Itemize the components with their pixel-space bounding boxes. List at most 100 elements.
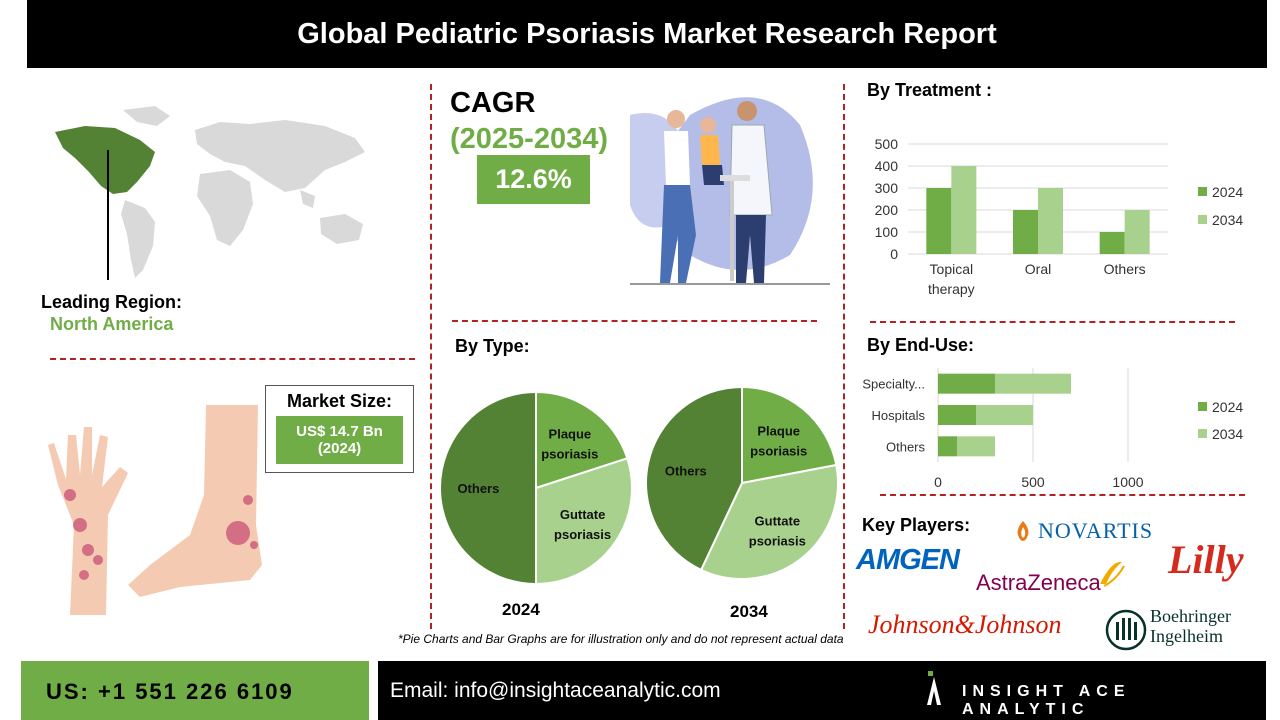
treatment-y-tick: 100 xyxy=(875,224,899,240)
market-size-value: US$ 14.7 Bn (2024) xyxy=(276,416,403,464)
lilly-logo: Lilly xyxy=(1168,537,1244,582)
treatment-x-tick: Others xyxy=(1104,261,1146,277)
cagr-value: 12.6% xyxy=(477,155,590,204)
market-size-year: (2024) xyxy=(317,440,362,457)
insight-ace-logo-icon xyxy=(927,671,941,705)
astrazeneca-logo: AstraZeneca xyxy=(976,570,1101,595)
treatment-bar xyxy=(1038,188,1063,254)
pie-label: psoriasis xyxy=(749,534,806,549)
market-size-card: Market Size: US$ 14.7 Bn (2024) xyxy=(265,385,414,473)
boehringer-logo: Boehringer Ingelheim xyxy=(1150,606,1231,646)
treatment-bar xyxy=(1124,210,1150,254)
divider-region xyxy=(50,358,415,360)
treatment-bar xyxy=(1099,232,1125,254)
pie-slice xyxy=(699,463,839,580)
novartis-logo: NOVARTIS xyxy=(1012,518,1153,544)
market-size-amount: US$ 14.7 Bn xyxy=(296,423,383,440)
region-pointer xyxy=(107,150,109,280)
footnote: *Pie Charts and Bar Graphs are for illus… xyxy=(398,632,844,646)
doctor-patient-icon xyxy=(630,97,830,285)
enduse-bar xyxy=(957,436,995,457)
boehringer-emblem-icon xyxy=(1105,609,1147,651)
pie-2024-label: 2024 xyxy=(502,600,540,619)
enduse-bar xyxy=(938,436,957,457)
pie-slice xyxy=(645,385,743,572)
treatment-y-tick: 200 xyxy=(875,202,899,218)
treatment-legend-swatch xyxy=(1198,215,1207,224)
divider-right xyxy=(843,84,845,629)
enduse-legend-swatch xyxy=(1198,429,1207,438)
enduse-bar xyxy=(938,373,995,394)
treatment-legend-label: 2024 xyxy=(1212,184,1243,200)
pie-label: psoriasis xyxy=(750,444,807,459)
footer-phone-panel: US: +1 551 226 6109 xyxy=(21,661,369,720)
pie-label: Plaque xyxy=(757,424,800,439)
astrazeneca-symbol-icon xyxy=(1100,561,1125,587)
leading-region-label: Leading Region: xyxy=(41,292,182,312)
enduse-title: By End-Use: xyxy=(867,335,975,355)
treatment-bar xyxy=(1013,210,1038,254)
enduse-x-tick: 0 xyxy=(934,474,942,490)
pie-label: Others xyxy=(665,463,707,478)
treatment-title: By Treatment : xyxy=(867,80,993,100)
footer-contact-panel: Email: info@insightaceanalytic.com INSIG… xyxy=(378,661,1266,720)
enduse-y-tick: Hospitals xyxy=(872,408,926,423)
treatment-y-tick: 0 xyxy=(890,246,898,262)
cagr-label: CAGR xyxy=(450,87,536,119)
treatment-bar xyxy=(926,188,952,254)
footer-brand: INSIGHT ACE ANALYTIC xyxy=(962,683,1131,718)
pie-label: Guttate xyxy=(560,507,606,522)
page-title: Global Pediatric Psoriasis Market Resear… xyxy=(27,0,1267,68)
world-map-icon xyxy=(55,106,365,278)
enduse-legend-label: 2034 xyxy=(1212,426,1243,442)
footer-phone: US: +1 551 226 6109 xyxy=(46,679,294,704)
treatment-x-tick: therapy xyxy=(928,281,975,297)
treatment-x-tick: Oral xyxy=(1025,261,1051,277)
enduse-bar-chart: 0 500 1000 Specialty... Hospitals Others 2024 2… xyxy=(862,368,1243,490)
divider-treatment xyxy=(870,321,1235,323)
divider-cagr xyxy=(452,320,817,322)
treatment-bar-chart: 0 100 200 300 400 500 Topical therapy Oral Others… xyxy=(875,136,1244,297)
psoriasis-skin-icon xyxy=(48,405,262,615)
amgen-logo: AMGEN xyxy=(856,544,960,576)
pie-label: Plaque xyxy=(549,426,592,441)
pie-slice xyxy=(439,390,537,586)
cagr-period: (2025-2034) xyxy=(450,123,608,155)
treatment-y-tick: 500 xyxy=(875,136,899,152)
enduse-x-tick: 500 xyxy=(1021,474,1045,490)
treatment-legend-label: 2034 xyxy=(1212,212,1243,228)
pie-slice xyxy=(535,390,629,490)
pie-label: psoriasis xyxy=(541,446,598,461)
treatment-bar xyxy=(951,166,977,254)
key-players-title: Key Players: xyxy=(862,515,971,535)
pie-label: Others xyxy=(457,481,499,496)
footer-email[interactable]: Email: info@insightaceanalytic.com xyxy=(390,679,721,702)
treatment-x-tick: Topical xyxy=(930,261,974,277)
enduse-bar xyxy=(976,405,1033,425)
pie-label: psoriasis xyxy=(554,527,611,542)
enduse-y-tick: Others xyxy=(886,439,926,454)
treatment-y-tick: 300 xyxy=(875,180,899,196)
type-pie-2034: Plaque psoriasis Guttate psoriasis Others xyxy=(645,385,839,580)
pie-slice xyxy=(741,385,838,485)
divider-left xyxy=(430,84,432,629)
enduse-legend-swatch xyxy=(1198,402,1207,411)
novartis-flame-icon xyxy=(1017,521,1029,541)
enduse-legend-label: 2024 xyxy=(1212,399,1243,415)
pie-slice xyxy=(535,457,633,586)
enduse-bar xyxy=(938,405,976,425)
treatment-y-tick: 400 xyxy=(875,158,899,174)
jnj-logo: Johnson&Johnson xyxy=(868,610,1062,639)
leading-region-value: North America xyxy=(50,314,174,334)
enduse-x-tick: 1000 xyxy=(1112,474,1143,490)
market-size-label: Market Size: xyxy=(286,391,393,411)
type-pie-2024: Plaque psoriasis Guttate psoriasis Others xyxy=(439,390,633,586)
treatment-legend-swatch xyxy=(1198,187,1207,196)
pie-2034-label: 2034 xyxy=(730,602,768,621)
type-title: By Type: xyxy=(455,336,530,356)
enduse-y-tick: Specialty... xyxy=(862,377,925,392)
divider-enduse xyxy=(880,494,1245,496)
pie-label: Guttate xyxy=(755,514,801,529)
novartis-name: NOVARTIS xyxy=(1038,518,1154,543)
enduse-bar xyxy=(995,373,1071,394)
